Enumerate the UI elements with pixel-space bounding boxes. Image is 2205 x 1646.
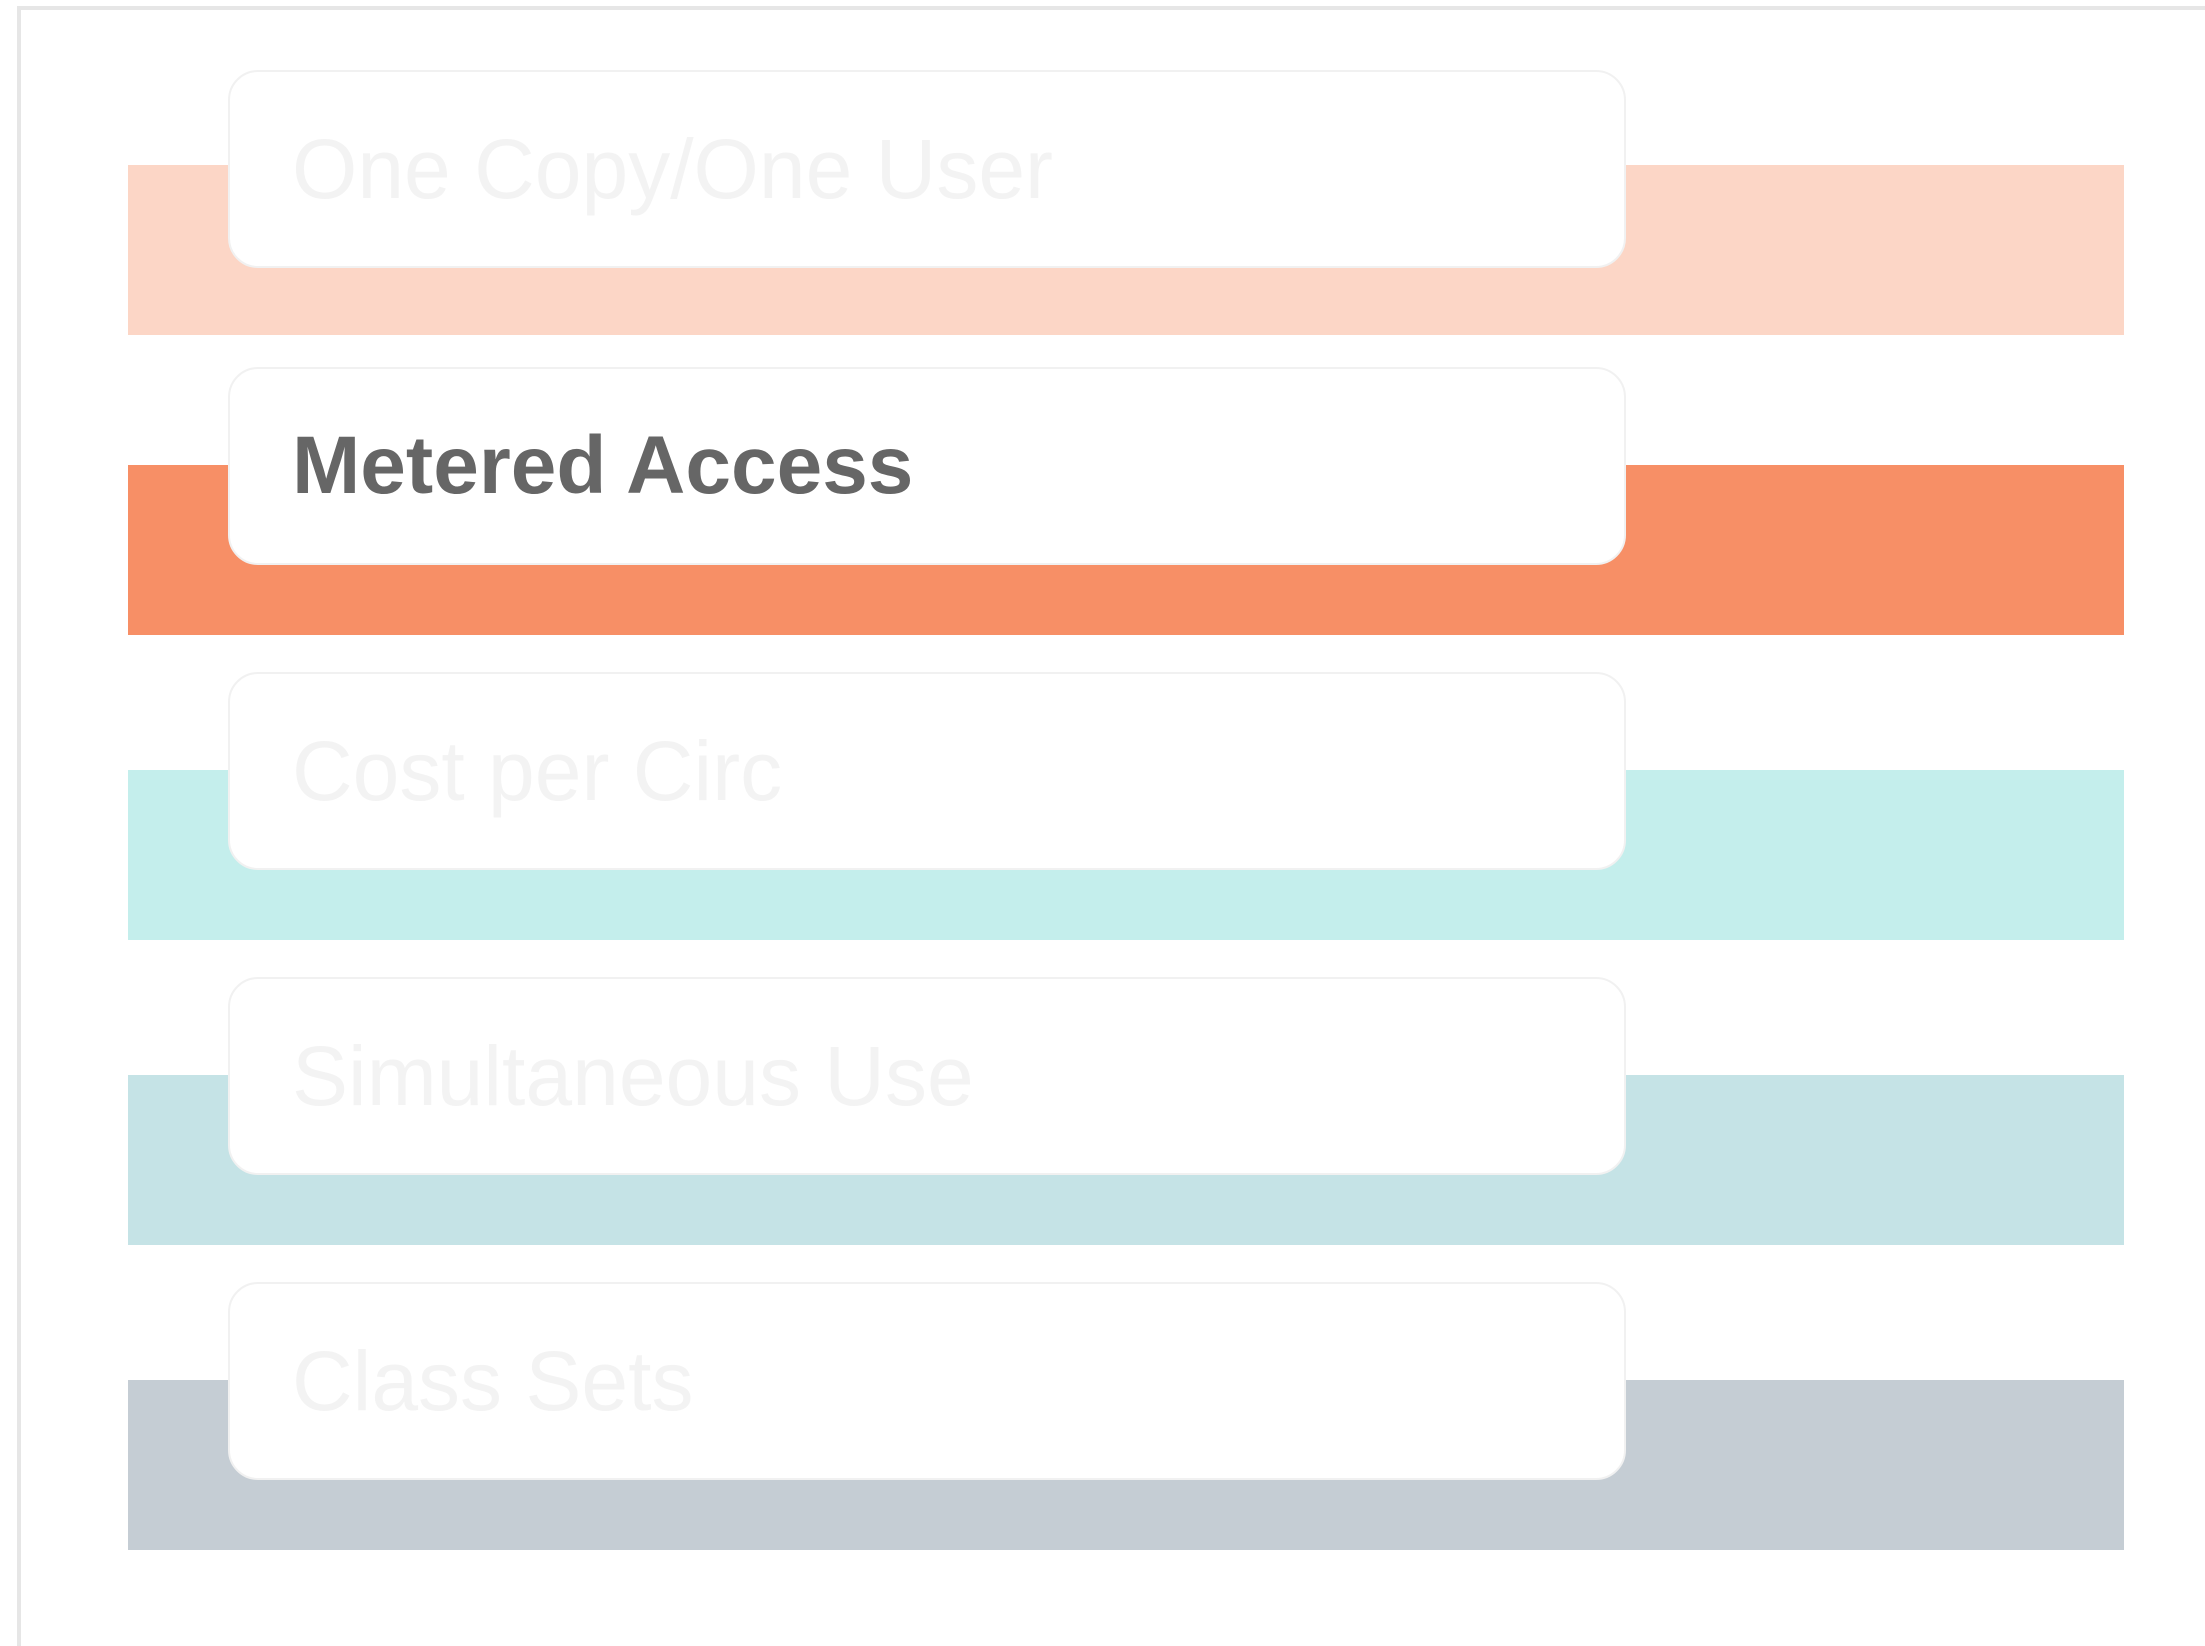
- model-card-label: Cost per Circ: [292, 724, 783, 818]
- model-card-label: Simultaneous Use: [292, 1029, 974, 1123]
- model-card-simultaneous-use[interactable]: Simultaneous Use: [228, 977, 1626, 1175]
- model-card-label: Metered Access: [292, 420, 914, 511]
- model-card-label: One Copy/One User: [292, 122, 1054, 216]
- slide-frame: [17, 6, 2205, 1646]
- model-card-class-sets[interactable]: Class Sets: [228, 1282, 1626, 1480]
- model-card-cost-per-circ[interactable]: Cost per Circ: [228, 672, 1626, 870]
- model-card-metered-access[interactable]: Metered Access: [228, 367, 1626, 565]
- model-card-one-copy-one-user[interactable]: One Copy/One User: [228, 70, 1626, 268]
- model-card-label: Class Sets: [292, 1334, 694, 1428]
